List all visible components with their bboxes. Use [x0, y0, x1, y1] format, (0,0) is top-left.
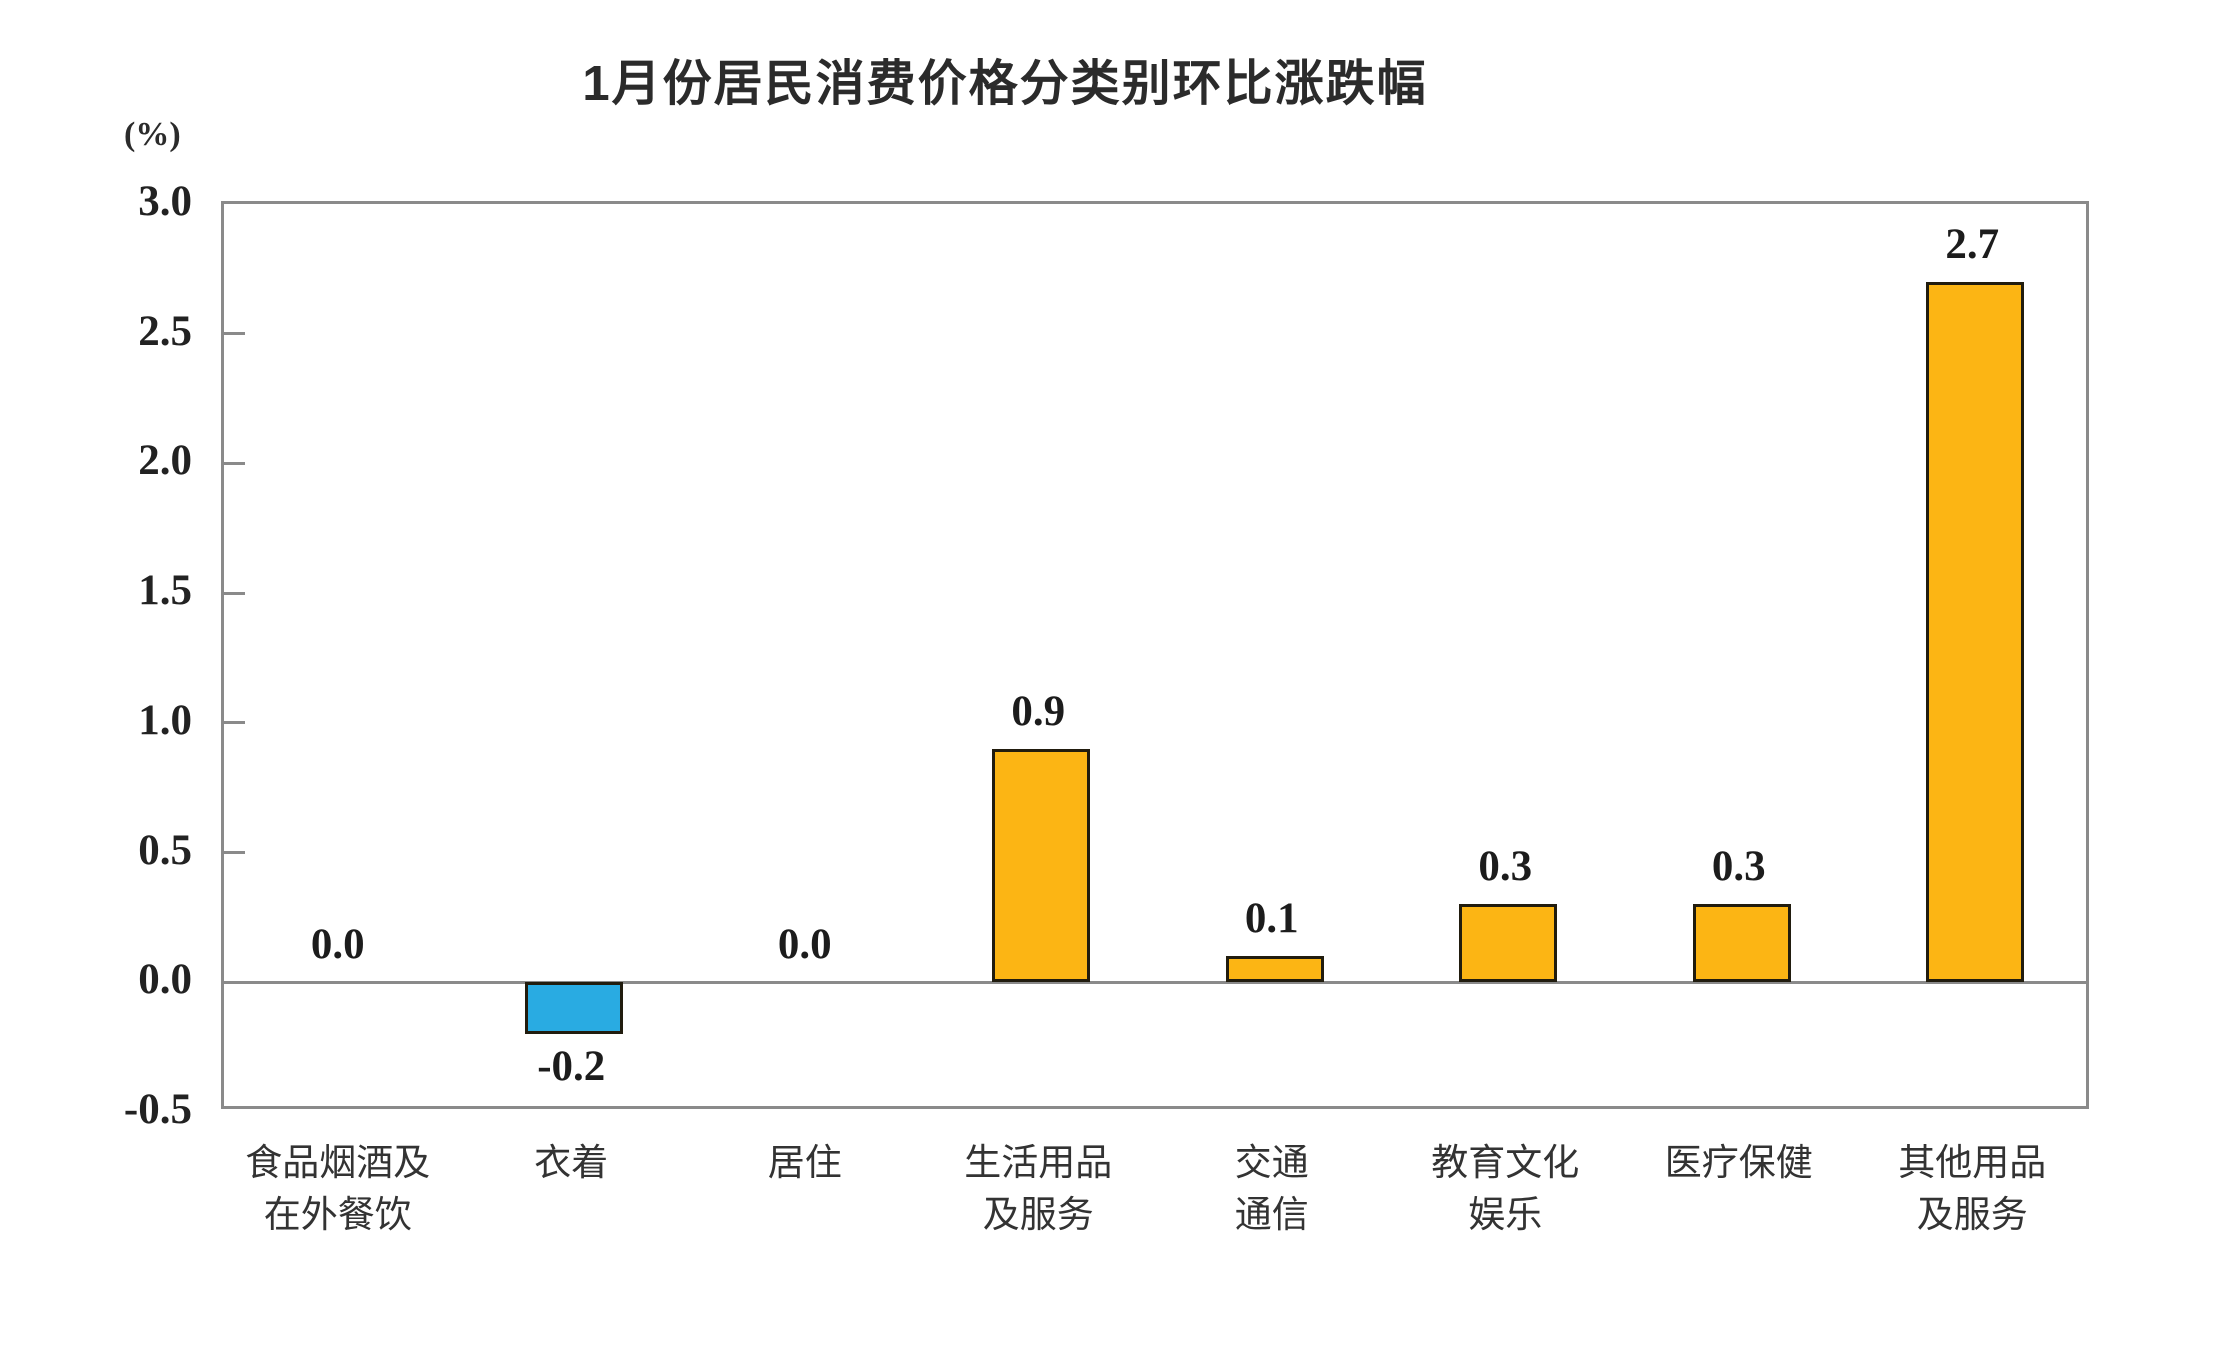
bar: [1692, 904, 1791, 983]
bar: [1926, 281, 2025, 983]
bar: [525, 982, 624, 1035]
bar-value-label: 0.0: [310, 921, 365, 969]
bar: [1225, 956, 1324, 983]
bar-value-label: 0.0: [777, 921, 832, 969]
bar-value-label: -0.2: [537, 1043, 606, 1091]
y-tick-label: 1.5: [138, 567, 192, 615]
y-tick-label: 0.5: [138, 826, 192, 874]
y-tick-label: 0.0: [138, 956, 192, 1004]
y-tick-mark: [224, 980, 245, 984]
y-tick-label: 2.5: [138, 307, 192, 355]
y-tick-mark: [224, 591, 245, 595]
y-tick-label: 1.0: [138, 696, 192, 744]
y-tick-label: 2.0: [138, 437, 192, 485]
x-category-label: 生活用品 及服务: [964, 1142, 1113, 1235]
bar: [992, 748, 1091, 983]
x-category-label: 教育文化 娱乐: [1431, 1142, 1580, 1235]
chart-title: 1月份居民消费价格分类别环比涨跌幅: [582, 57, 1428, 111]
y-tick-mark: [224, 461, 245, 465]
bar-value-label: 0.3: [1478, 843, 1533, 891]
zero-baseline: [224, 980, 2086, 984]
y-tick-label: -0.5: [123, 1086, 192, 1133]
x-category-label: 其他用品 及服务: [1898, 1142, 2047, 1235]
x-category-label: 医疗保健: [1664, 1142, 1813, 1183]
y-axis-unit-label: (%): [124, 116, 181, 153]
y-tick-mark: [224, 721, 245, 725]
bar-value-label: 2.7: [1945, 220, 2000, 268]
x-category-label: 食品烟酒及 在外餐饮: [245, 1142, 431, 1235]
plot-area: [221, 201, 2089, 1109]
bar-value-label: 0.3: [1711, 843, 1766, 891]
bar-value-label: 0.9: [1011, 687, 1066, 735]
bar: [1459, 904, 1558, 983]
y-tick-mark: [224, 332, 245, 336]
y-tick-mark: [224, 851, 245, 855]
bar-value-label: 0.1: [1244, 895, 1299, 943]
x-category-label: 居住: [767, 1142, 842, 1183]
y-tick-label: 3.0: [138, 178, 192, 225]
x-category-label: 交通 通信: [1234, 1142, 1309, 1235]
x-category-label: 衣着: [534, 1142, 609, 1183]
